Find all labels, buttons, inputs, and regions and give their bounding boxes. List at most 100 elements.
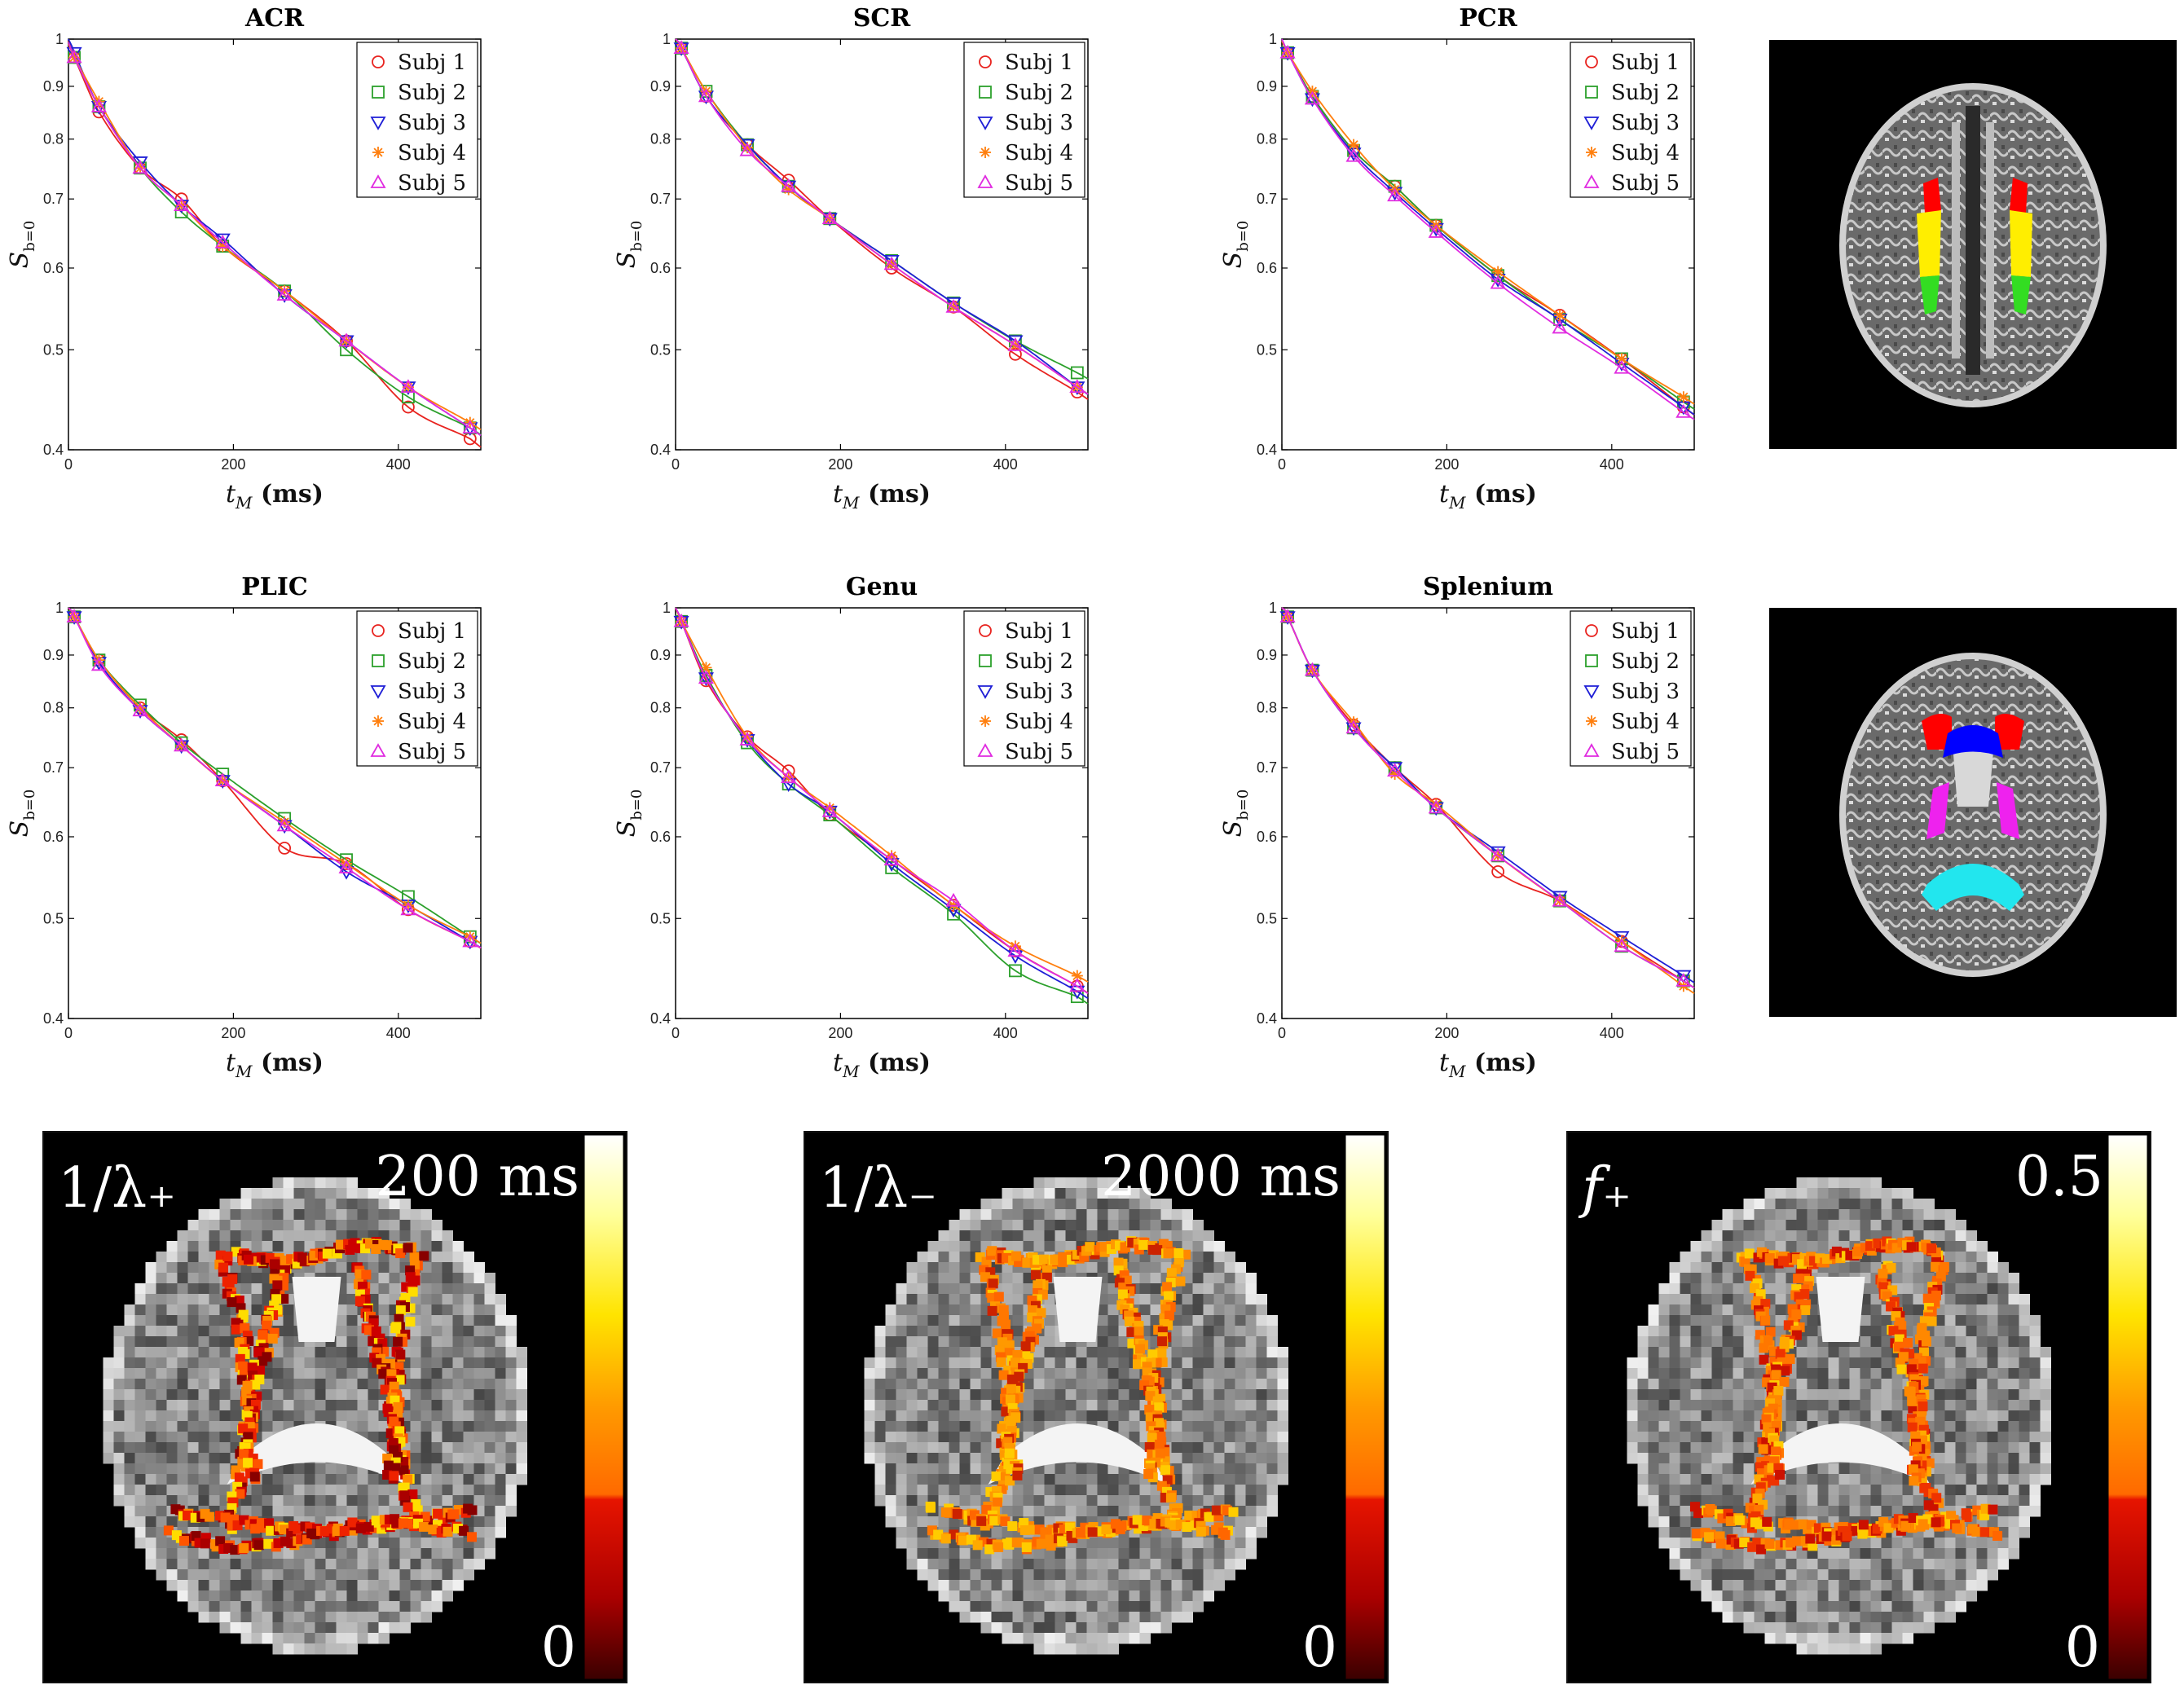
legend-entry: Subj 3 bbox=[398, 111, 466, 135]
y-tick-label: 0.8 bbox=[650, 700, 671, 716]
y-tick-label: 0.8 bbox=[1257, 131, 1277, 147]
data-point-subj-5 bbox=[1552, 892, 1568, 907]
data-point-subj-5 bbox=[739, 142, 755, 156]
y-tick-label: 0.4 bbox=[1257, 1010, 1277, 1027]
y-tick-label: 1 bbox=[1269, 31, 1277, 47]
legend-marker bbox=[1583, 743, 1600, 757]
colorbar-min-label: 0 bbox=[1302, 1616, 1337, 1680]
x-tick-label: 400 bbox=[386, 1025, 411, 1041]
y-tick-label: 0.6 bbox=[650, 260, 671, 276]
y-tick-label: 0.7 bbox=[1257, 759, 1277, 776]
data-point-subj-5 bbox=[883, 851, 900, 866]
x-tick-label: 0 bbox=[1278, 1025, 1286, 1041]
x-tick-label: 0 bbox=[671, 1025, 680, 1041]
y-axis-label: Sb=0 bbox=[613, 790, 645, 838]
data-point-subj-3 bbox=[739, 139, 755, 153]
chart-plic: PLIC 0.4 0.5 0.6 0.7 0.8 0.9 1 0 200 400 tM (ms) Sb=… bbox=[6, 573, 482, 1081]
colorbar-max-label: 200 ms bbox=[375, 1145, 579, 1209]
y-tick-label: 0.9 bbox=[650, 78, 671, 95]
legend-entry: Subj 2 bbox=[1611, 81, 1680, 105]
legend-marker bbox=[1585, 55, 1598, 68]
chart-title: PLIC bbox=[241, 573, 308, 601]
data-point-subj-1 bbox=[402, 400, 415, 414]
y-tick-label: 0.9 bbox=[1257, 78, 1277, 95]
data-point-subj-1 bbox=[278, 842, 292, 855]
data-point-subj-2 bbox=[1070, 366, 1084, 380]
legend-entry: Subj 4 bbox=[1611, 710, 1680, 734]
y-tick-label: 0.7 bbox=[650, 759, 671, 776]
legend-marker bbox=[977, 174, 993, 188]
legend: Subj 1 Subj 2 Subj 3 Subj 4 Subj 5 bbox=[963, 42, 1085, 198]
fit-line-subj-5 bbox=[1281, 38, 1695, 420]
chart-title: ACR bbox=[244, 4, 305, 33]
legend-marker bbox=[979, 55, 992, 68]
legend-entry: Subj 4 bbox=[1005, 710, 1073, 734]
legend-entry: Subj 4 bbox=[1005, 141, 1073, 165]
x-tick-label: 400 bbox=[1600, 456, 1624, 473]
data-point-subj-3 bbox=[1675, 970, 1692, 984]
data-point-subj-5 bbox=[214, 234, 231, 249]
legend: Subj 1 Subj 2 Subj 3 Subj 4 Subj 5 bbox=[356, 42, 478, 198]
legend-marker bbox=[372, 86, 385, 99]
chart-acr: ACR 0.4 0.5 0.6 0.7 0.8 0.9 1 0 200 400 tM (ms) Sb=0… bbox=[6, 4, 482, 513]
data-point-subj-4 bbox=[1554, 309, 1566, 321]
data-point-subj-5 bbox=[1552, 319, 1568, 334]
legend-marker bbox=[372, 654, 385, 667]
data-point-subj-5 bbox=[698, 88, 714, 103]
x-tick-label: 200 bbox=[1434, 456, 1459, 473]
chart-title: Splenium bbox=[1423, 573, 1553, 601]
legend-entry: Subj 1 bbox=[1611, 619, 1680, 644]
roi-genu-right-red bbox=[1995, 714, 2024, 750]
y-tick-label: 0.9 bbox=[1257, 647, 1277, 663]
map-f-plus: f₊ 0.5 0 bbox=[1566, 1131, 2151, 1683]
data-point-subj-5 bbox=[90, 99, 107, 112]
legend-marker bbox=[1583, 117, 1600, 130]
colorbar-min-label: 0 bbox=[541, 1616, 576, 1680]
x-tick-label: 0 bbox=[64, 1025, 73, 1041]
legend-marker bbox=[977, 685, 993, 699]
legend-entry: Subj 4 bbox=[1611, 141, 1680, 165]
roi-image-bottom bbox=[1769, 608, 2177, 1017]
y-tick-label: 1 bbox=[1269, 600, 1277, 616]
data-point-subj-5 bbox=[132, 160, 148, 174]
map-label: 1/λ₋ bbox=[819, 1156, 937, 1221]
colorbar bbox=[583, 1134, 624, 1680]
roi-plic-left bbox=[1926, 782, 1949, 839]
legend-entry: Subj 2 bbox=[1005, 81, 1073, 105]
legend-entry: Subj 3 bbox=[1005, 680, 1073, 704]
roi-acr-right bbox=[2010, 178, 2028, 213]
legend-entry: Subj 4 bbox=[398, 141, 466, 165]
x-tick-label: 400 bbox=[1600, 1025, 1624, 1041]
legend-entry: Subj 1 bbox=[1005, 51, 1073, 75]
data-point-subj-5 bbox=[1490, 275, 1506, 289]
legend-marker bbox=[980, 715, 991, 727]
y-tick-label: 1 bbox=[663, 600, 671, 616]
data-point-subj-5 bbox=[174, 737, 190, 752]
legend-marker bbox=[1585, 654, 1598, 667]
data-point-subj-5 bbox=[945, 299, 962, 313]
map-label: 1/λ₊ bbox=[58, 1156, 176, 1221]
legend-entry: Subj 3 bbox=[1005, 111, 1073, 135]
data-point-subj-5 bbox=[276, 287, 293, 301]
data-point-subj-5 bbox=[883, 256, 900, 271]
fit-line-subj-5 bbox=[1281, 607, 1695, 989]
map-inverse-lambda-minus: 1/λ₋ 2000 ms 0 bbox=[804, 1131, 1389, 1683]
y-axis-label: Sb=0 bbox=[6, 790, 38, 838]
fit-line-subj-5 bbox=[675, 38, 1089, 395]
roi-image-top bbox=[1769, 40, 2177, 449]
x-axis-label: tM (ms) bbox=[833, 1049, 931, 1081]
fit-line-subj-3 bbox=[1281, 38, 1695, 416]
fit-line-subj-3 bbox=[675, 38, 1089, 395]
data-point-subj-5 bbox=[945, 892, 962, 907]
y-tick-label: 0.6 bbox=[1257, 829, 1277, 845]
y-tick-label: 0.7 bbox=[43, 759, 64, 776]
y-tick-label: 0.5 bbox=[650, 910, 671, 926]
data-point-subj-5 bbox=[1490, 847, 1506, 862]
roi-pcr-left bbox=[1920, 275, 1940, 315]
y-axis-label: Sb=0 bbox=[1219, 790, 1252, 838]
legend-entry: Subj 5 bbox=[1611, 171, 1680, 196]
roi-genu-left-red bbox=[1922, 714, 1952, 750]
roi-splenium bbox=[1922, 864, 2024, 911]
y-tick-label: 0.4 bbox=[650, 1010, 671, 1027]
data-point-subj-5 bbox=[66, 609, 82, 623]
